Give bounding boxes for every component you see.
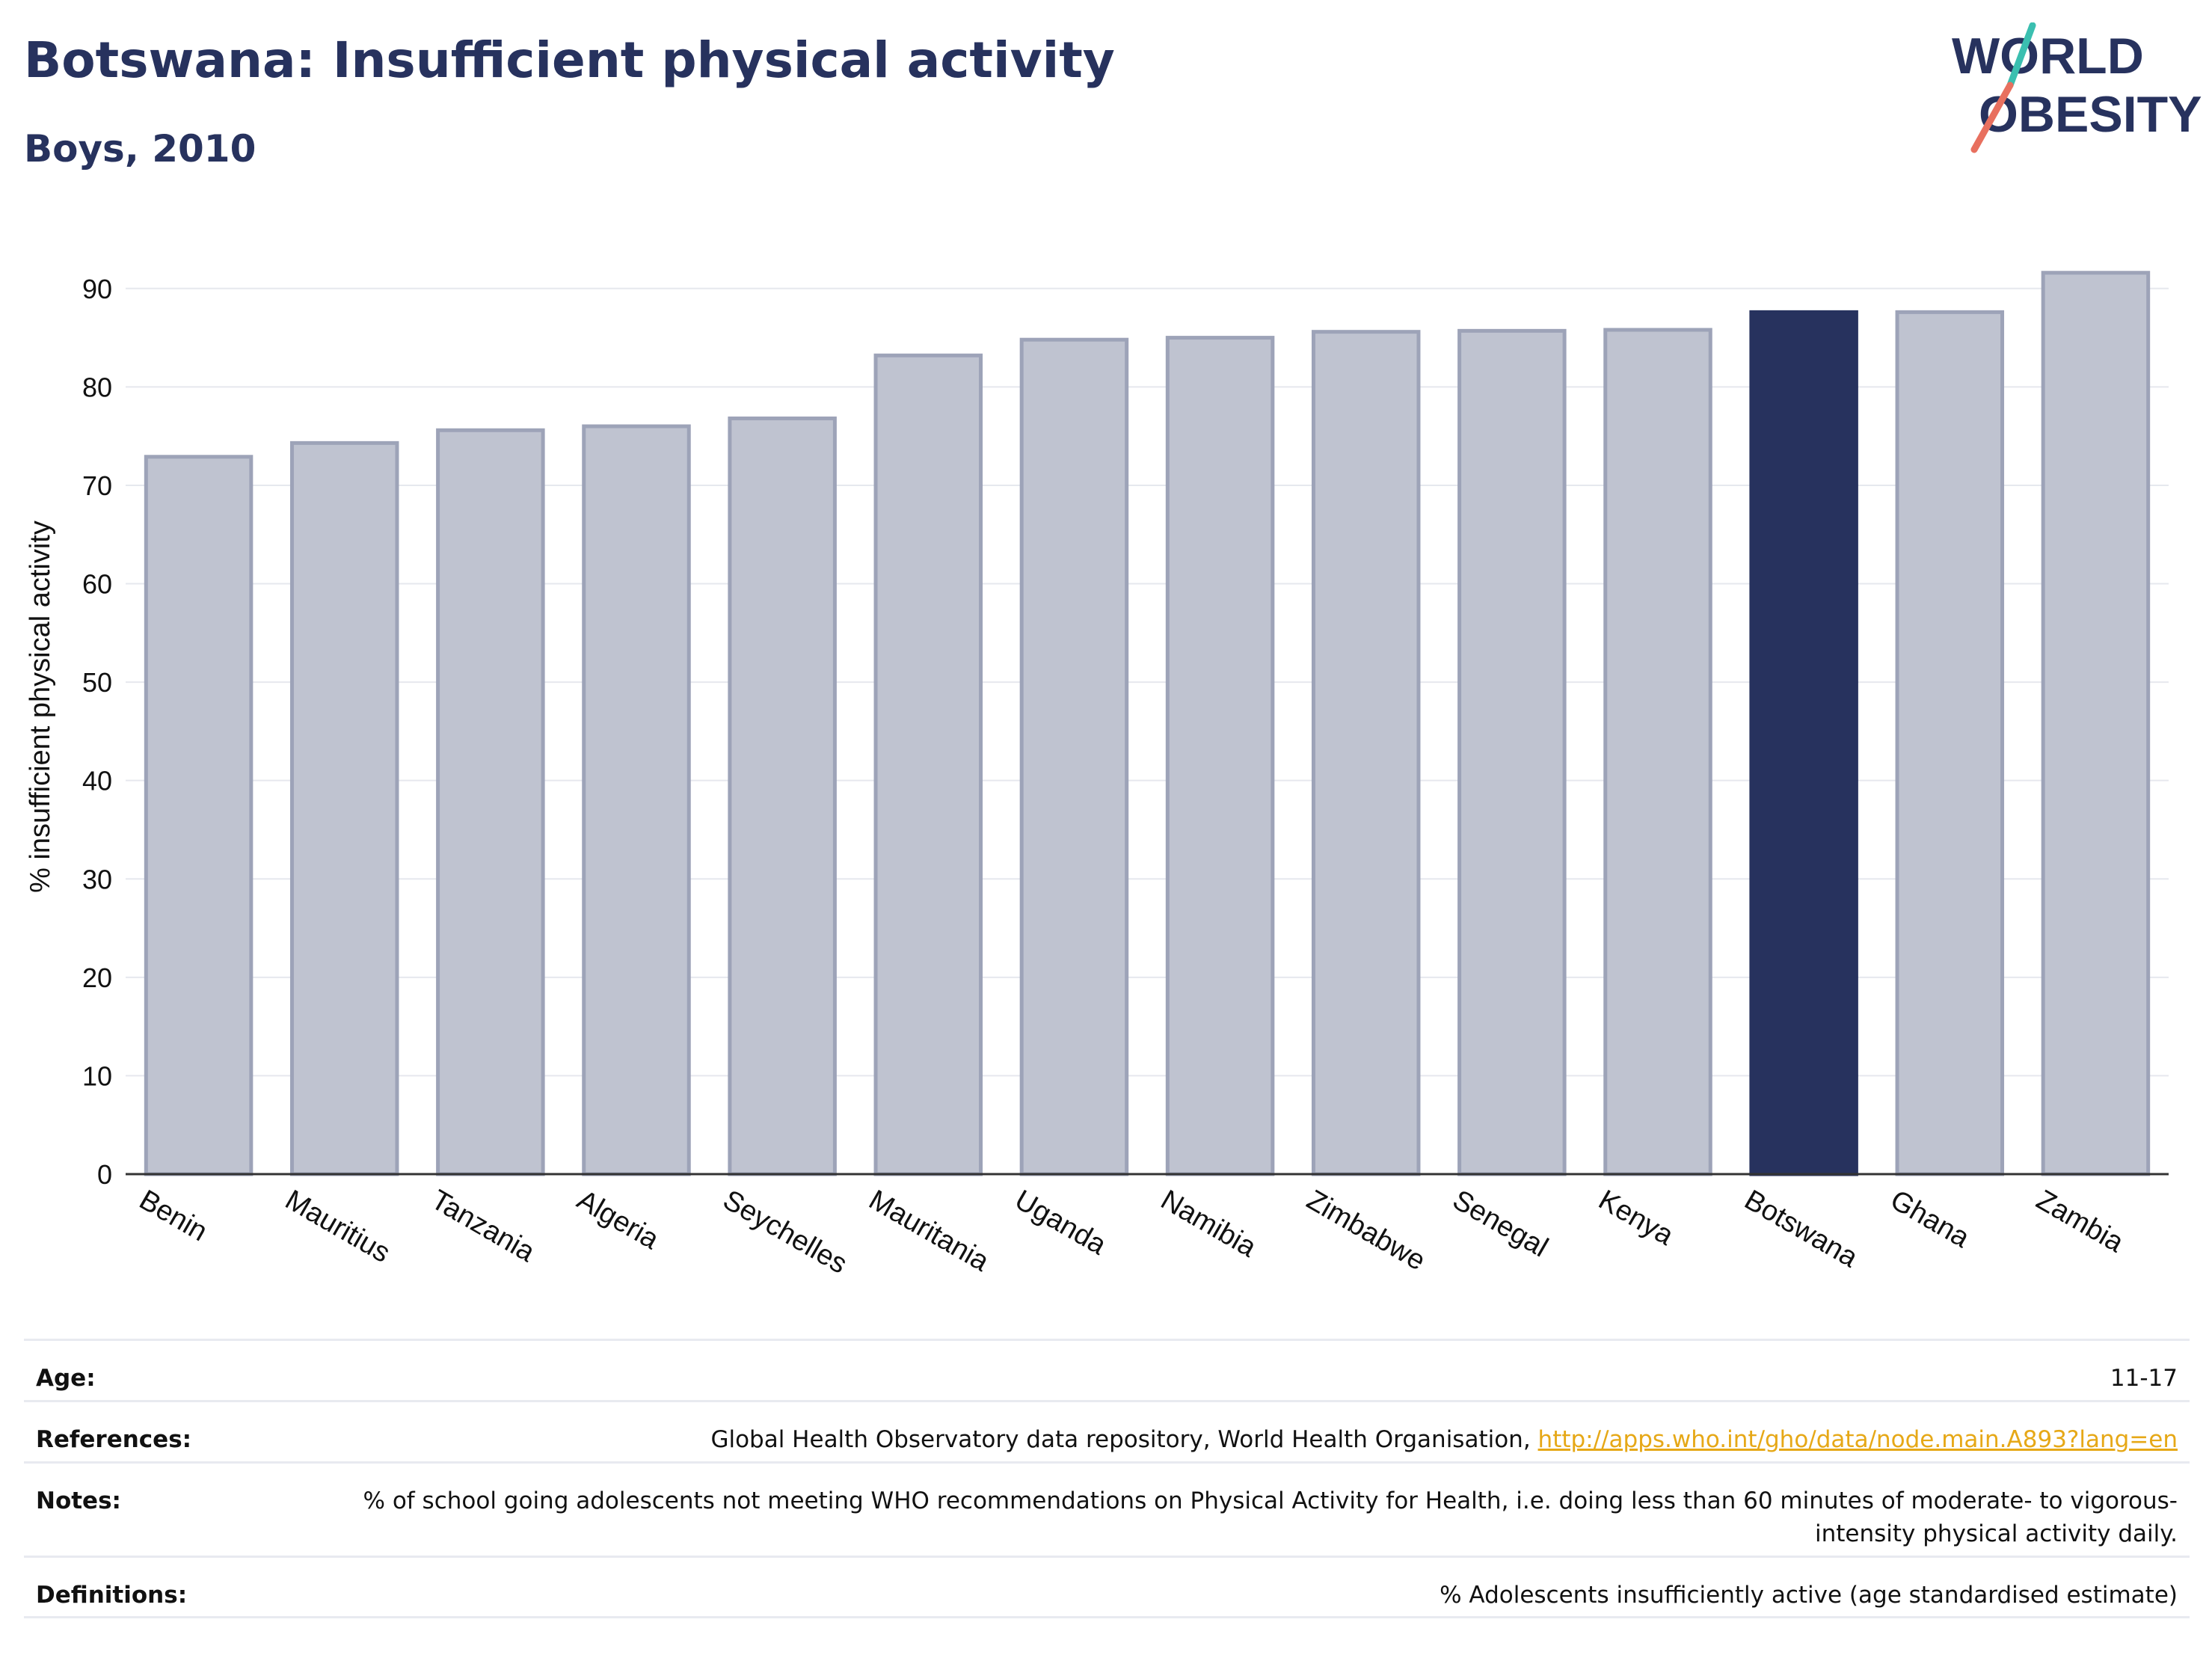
x-tick-label: Zimbabwe bbox=[1301, 1184, 1431, 1277]
info-value: % Adolescents insufficiently active (age… bbox=[1440, 1582, 2178, 1609]
reference-link[interactable]: http://apps.who.int/gho/data/node.main.A… bbox=[1537, 1426, 2178, 1453]
bars bbox=[144, 271, 2151, 1176]
x-tick-label: Botswana bbox=[1739, 1184, 1864, 1274]
bar-chart: 0 10 20 30 40 50 60 70 80 90 Benin Mauritius Tanzan… bbox=[25, 271, 2169, 1280]
x-tick-label: Mauritania bbox=[864, 1184, 995, 1278]
info-label: References: bbox=[36, 1426, 192, 1453]
info-label: Age: bbox=[36, 1365, 96, 1392]
bar-mauritania[interactable] bbox=[873, 353, 983, 1176]
info-row-references: References: Global Health Observatory dat… bbox=[24, 1400, 2190, 1461]
bar-seychelles[interactable] bbox=[728, 416, 837, 1176]
y-tick-label: 10 bbox=[82, 1060, 112, 1091]
x-tick-label: Kenya bbox=[1594, 1184, 1680, 1252]
x-tick-label: Tanzania bbox=[425, 1184, 540, 1268]
chart-subtitle: Boys, 2010 bbox=[24, 127, 256, 171]
y-tick-label: 30 bbox=[82, 864, 112, 894]
x-tick-label: Algeria bbox=[572, 1184, 665, 1256]
x-tick-label: Uganda bbox=[1010, 1184, 1112, 1261]
bar-ghana[interactable] bbox=[1895, 310, 2005, 1176]
x-tick-label: Seychelles bbox=[718, 1184, 852, 1280]
logo-slash-teal bbox=[2006, 22, 2036, 89]
bar-benin[interactable] bbox=[144, 455, 254, 1176]
y-tick-label: 20 bbox=[82, 962, 112, 993]
info-label: Notes: bbox=[36, 1487, 121, 1514]
x-tick-label: Mauritius bbox=[280, 1184, 396, 1268]
info-row-age: Age: 11-17 bbox=[24, 1339, 2190, 1400]
bar-tanzania[interactable] bbox=[436, 428, 545, 1176]
info-table: Age: 11-17 References: Global Health Observ… bbox=[24, 1339, 2190, 1618]
info-value: Global Health Observatory data repositor… bbox=[710, 1426, 2178, 1453]
y-tick-label: 80 bbox=[82, 372, 112, 402]
y-tick-label: 0 bbox=[97, 1159, 112, 1190]
bar-namibia[interactable] bbox=[1165, 336, 1275, 1176]
x-tick-label: Namibia bbox=[1155, 1184, 1262, 1263]
info-row-notes: Notes: % of school going adolescents not … bbox=[24, 1461, 2190, 1556]
info-value: 11-17 bbox=[2110, 1365, 2178, 1392]
logo-line-1: WORLD bbox=[1952, 28, 2144, 85]
y-tick-label: 60 bbox=[82, 569, 112, 600]
x-tick-label: Senegal bbox=[1447, 1184, 1553, 1263]
info-label: Definitions: bbox=[36, 1582, 188, 1609]
bar-zambia[interactable] bbox=[2041, 271, 2151, 1176]
y-tick-label: 90 bbox=[82, 274, 112, 304]
chart-title: Botswana: Insufficient physical activity bbox=[24, 31, 1115, 89]
info-row-definitions: Definitions: % Adolescents insufficiently… bbox=[24, 1556, 2190, 1618]
x-tick-labels: Benin Mauritius Tanzania Algeria Seychelles M… bbox=[134, 1184, 2129, 1280]
x-tick-label: Zambia bbox=[2031, 1184, 2129, 1259]
bar-uganda[interactable] bbox=[1019, 337, 1129, 1176]
bar-senegal[interactable] bbox=[1457, 328, 1567, 1176]
bar-kenya[interactable] bbox=[1603, 328, 1712, 1176]
logo-line-2: OBESITY bbox=[1979, 86, 2202, 143]
y-tick-label: 40 bbox=[82, 766, 112, 796]
bar-botswana[interactable] bbox=[1749, 310, 1858, 1176]
y-tick-label: 70 bbox=[82, 470, 112, 501]
bar-algeria[interactable] bbox=[582, 424, 691, 1176]
info-value: % of school going adolescents not meetin… bbox=[363, 1487, 2178, 1547]
bar-zimbabwe[interactable] bbox=[1311, 330, 1421, 1176]
y-tick-labels: 0 10 20 30 40 50 60 70 80 90 bbox=[82, 274, 112, 1190]
x-tick-label: Ghana bbox=[1885, 1184, 1976, 1254]
bar-mauritius[interactable] bbox=[289, 440, 399, 1176]
x-tick-label: Benin bbox=[134, 1184, 212, 1247]
gridlines bbox=[126, 287, 2169, 1175]
world-obesity-logo: WORLD OBESITY bbox=[1952, 22, 2202, 153]
y-tick-label: 50 bbox=[82, 667, 112, 698]
logo-slash-coral bbox=[1970, 82, 2014, 153]
y-axis-label: % insufficient physical activity bbox=[25, 521, 56, 893]
